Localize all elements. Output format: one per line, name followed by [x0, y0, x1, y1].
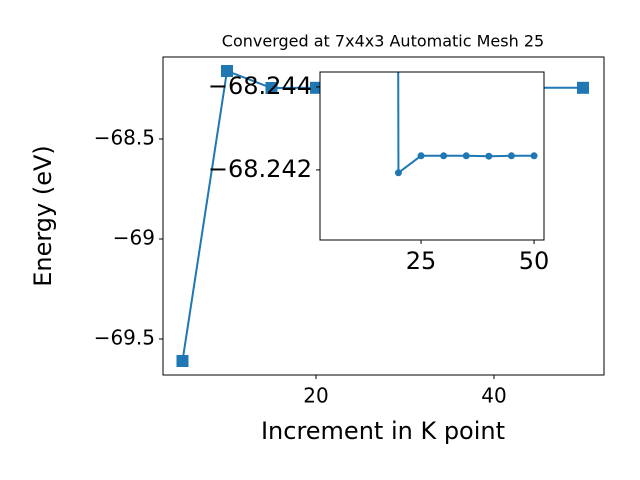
x-tick-label: 40 [481, 384, 506, 408]
y-axis-label: Energy (eV) [29, 145, 57, 287]
marker [440, 152, 448, 160]
y-tick-label: −68.244 [208, 72, 312, 100]
y-tick-label: −68.5 [94, 126, 155, 150]
chart-title: Converged at 7x4x3 Automatic Mesh 25 [222, 32, 544, 51]
y-tick-label: −68.242 [208, 155, 312, 183]
line [397, 72, 535, 175]
y-tick-label: −69.5 [94, 326, 155, 350]
plot-layer [394, 72, 538, 177]
marker [309, 81, 322, 94]
marker [265, 82, 278, 94]
axes-frame [162, 56, 605, 376]
marker [417, 152, 425, 160]
x-tick-label: 25 [406, 247, 437, 275]
axes-frame [319, 71, 545, 241]
marker [176, 355, 189, 367]
marker [485, 152, 493, 160]
marker [462, 152, 470, 160]
marker [530, 152, 538, 160]
x-tick-label: 50 [519, 247, 550, 275]
marker [576, 81, 589, 94]
y-tick-label: −69 [113, 226, 155, 250]
marker [394, 169, 402, 177]
marker [220, 65, 233, 77]
marker [507, 152, 515, 160]
x-tick-label: 20 [303, 384, 328, 408]
x-axis-label: Increment in K point [261, 417, 505, 445]
